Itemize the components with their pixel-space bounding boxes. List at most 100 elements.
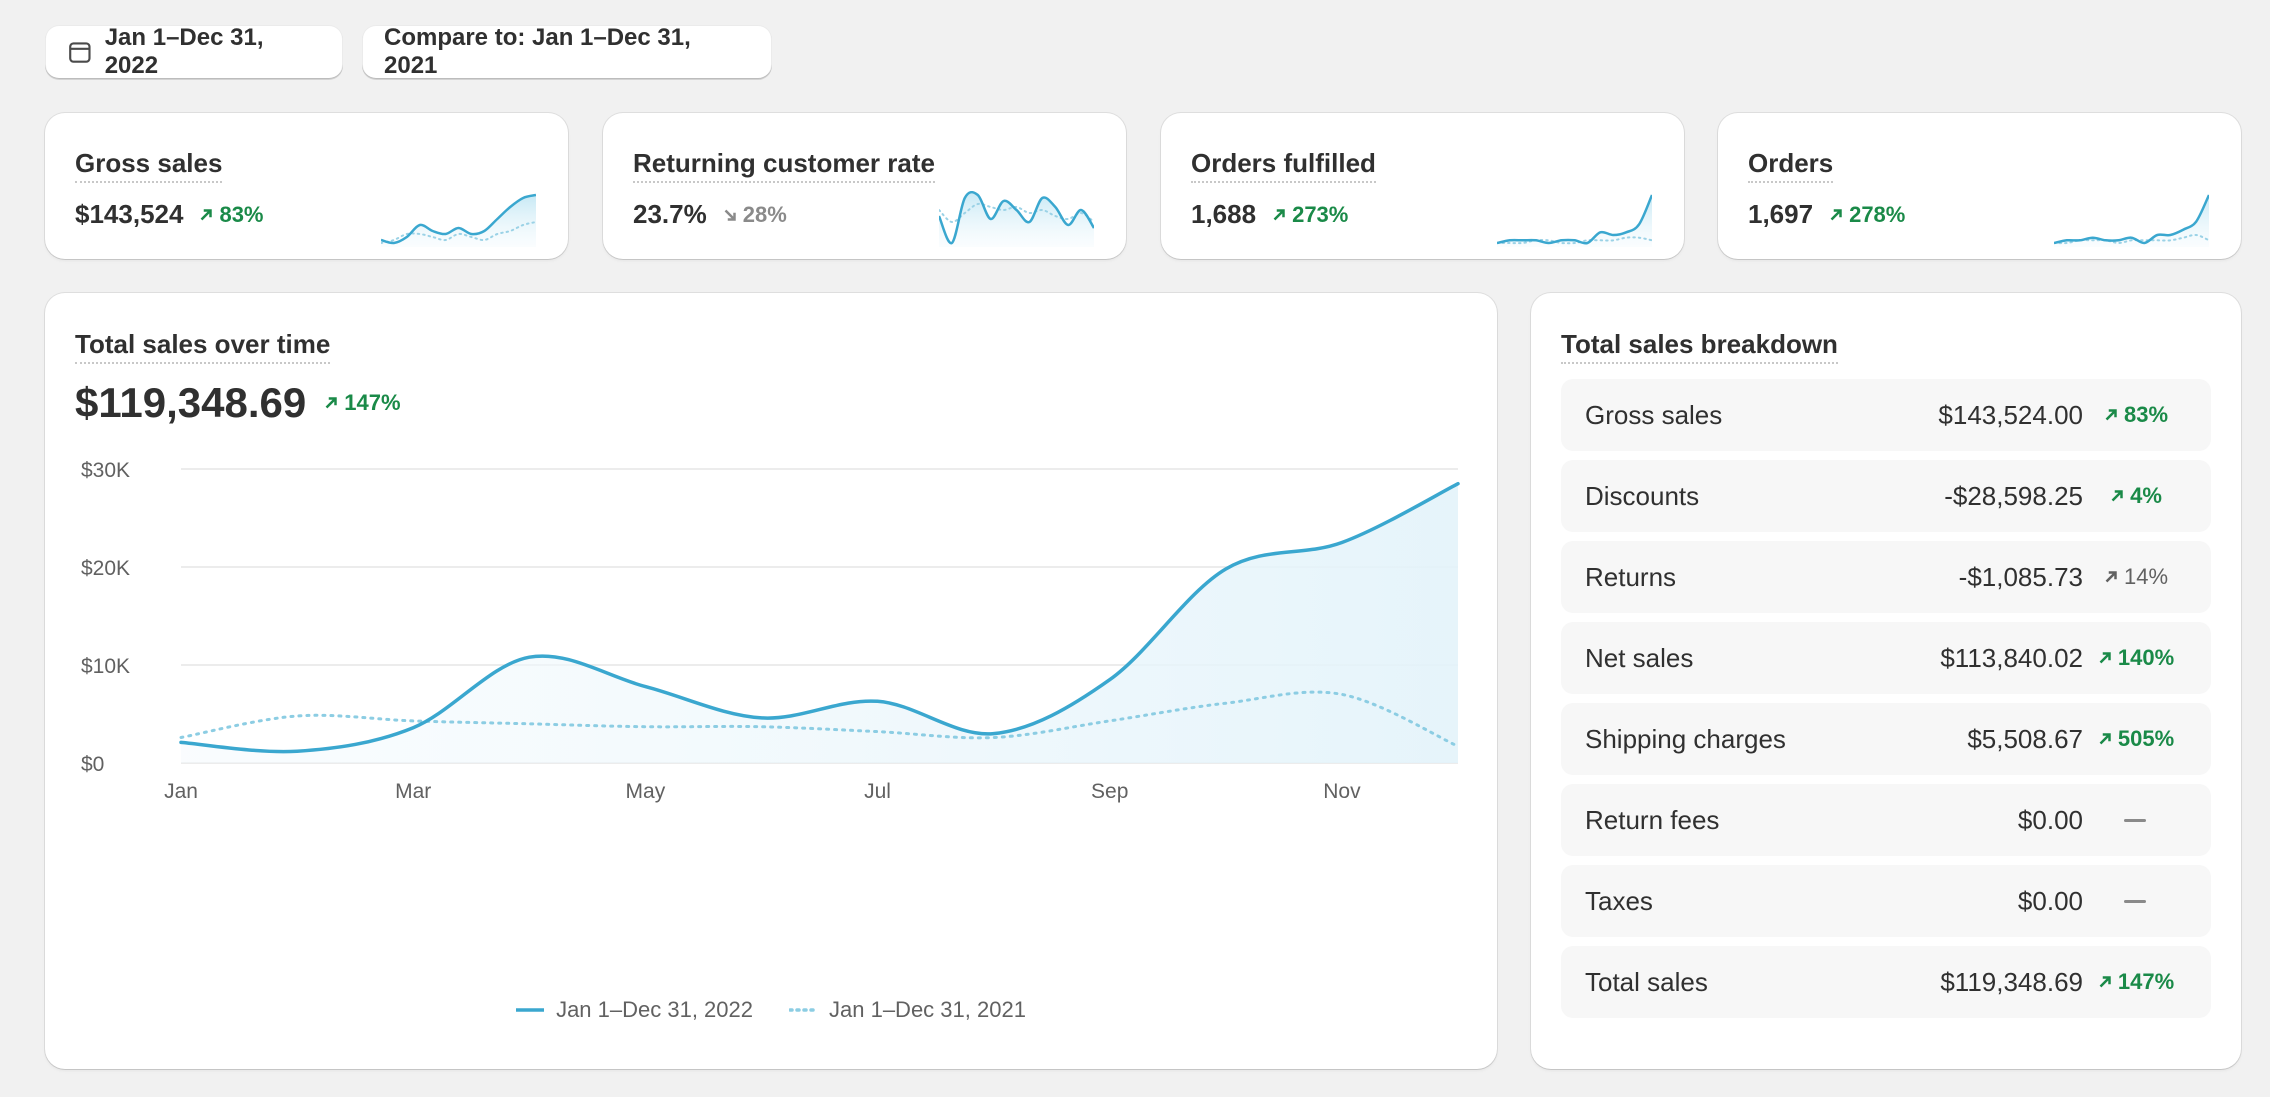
y-tick-label: $0 [81, 753, 104, 776]
y-tick-label: $20K [81, 557, 130, 580]
y-tick-label: $10K [81, 655, 130, 678]
total-sales-over-time-card: Total sales over time $119,348.69 147% $… [45, 293, 1497, 1069]
arrow-up-right-icon [1273, 208, 1285, 220]
sparkline-chart [381, 193, 536, 247]
series-line-previous [179, 690, 1460, 748]
sparkline-chart [2054, 194, 2209, 247]
x-tick-label: Mar [395, 780, 431, 803]
sparkline-area [2054, 195, 2209, 247]
row-delta: 83% [2083, 402, 2187, 428]
compare-range-label: Compare to: Jan 1–Dec 31, 2021 [384, 24, 691, 79]
sparkline-previous [381, 221, 536, 244]
kpi-delta: 273% [1270, 202, 1348, 228]
delta-badge: 140% [2096, 645, 2174, 671]
section-title[interactable]: Total sales breakdown [1561, 329, 1838, 364]
row-value: -$28,598.25 [1944, 480, 2083, 511]
sparkline-chart [939, 191, 1094, 247]
row-value: $113,840.02 [1940, 642, 2083, 673]
delta-badge: 505% [2096, 726, 2174, 752]
sparkline-previous [2054, 233, 2209, 245]
kpi-value: 23.7% [633, 199, 707, 229]
sparkline-area [939, 192, 1094, 247]
breakdown-row: Returns -$1,085.73 14% [1561, 541, 2211, 613]
arrow-up-right-icon [2099, 976, 2111, 988]
chart-legend: Jan 1–Dec 31, 2022 Jan 1–Dec 31, 2021 [45, 997, 1497, 1023]
kpi-title: Orders [1748, 148, 1834, 183]
series-line-current [179, 481, 1460, 754]
delta-badge: 4% [2108, 483, 2162, 509]
row-value: $0.00 [2017, 885, 2083, 916]
breakdown-row: Return fees $0.00 [1561, 784, 2211, 856]
section-title[interactable]: Total sales over time [75, 329, 331, 364]
row-value: $5,508.67 [1967, 723, 2083, 754]
kpi-card-orders-fulfilled[interactable]: Orders fulfilled 1,688 273% [1161, 113, 1684, 259]
sparkline-current [381, 193, 536, 245]
sparkline-area [1497, 195, 1652, 247]
date-range-label: Jan 1–Dec 31, 2022 [104, 24, 264, 79]
row-delta: 505% [2083, 726, 2187, 752]
row-delta [2083, 818, 2187, 822]
sparkline-previous [939, 202, 1094, 223]
kpi-value: 1,697 [1748, 199, 1814, 229]
arrow-up-right-icon [325, 397, 337, 409]
row-value: $119,348.69 [1940, 966, 2083, 997]
row-label: Shipping charges [1585, 723, 1786, 754]
row-delta [2083, 899, 2187, 903]
sparkline-current [2054, 194, 2209, 245]
row-label: Discounts [1585, 480, 1700, 511]
legend-label: Jan 1–Dec 31, 2022 [556, 997, 753, 1022]
delta-badge: 83% [2102, 402, 2168, 428]
arrow-up-right-icon [2105, 409, 2117, 421]
date-range-button[interactable]: Jan 1–Dec 31, 2022 [45, 24, 343, 79]
breakdown-row: Total sales $119,348.69 147% [1561, 946, 2211, 1018]
x-tick-label: Nov [1323, 780, 1361, 803]
row-label: Return fees [1585, 804, 1720, 835]
arrow-up-right-icon [201, 208, 213, 220]
kpi-card-orders[interactable]: Orders 1,697 278% [1718, 113, 2241, 259]
total-sales-delta: 147% [322, 390, 401, 416]
x-tick-label: Jul [864, 780, 891, 803]
legend-label: Jan 1–Dec 31, 2021 [829, 997, 1026, 1022]
sales-line-chart[interactable]: $0 $10K $20K $30K Jan Mar May Jul Sep Nov [45, 443, 1497, 923]
total-sales-value: $119,348.69 [75, 379, 307, 426]
sparkline-chart [1497, 194, 1652, 247]
kpi-delta: 278% [1827, 202, 1905, 228]
dash-icon [2124, 818, 2146, 822]
calendar-icon [69, 42, 91, 63]
row-delta: 140% [2083, 645, 2187, 671]
arrow-up-right-icon [2099, 652, 2111, 664]
kpi-title: Gross sales [75, 148, 223, 183]
total-sales-breakdown-card: Total sales breakdown Gross sales $143,52… [1531, 293, 2241, 1069]
row-delta: 14% [2083, 564, 2187, 590]
arrow-up-right-icon [2105, 571, 2117, 583]
breakdown-list: Gross sales $143,524.00 83% Discounts -$28,… [1561, 379, 2211, 1027]
breakdown-row: Net sales $113,840.02 140% [1561, 622, 2211, 694]
x-tick-label: Sep [1091, 780, 1128, 803]
y-tick-label: $30K [81, 459, 130, 482]
row-value: $0.00 [2017, 804, 2083, 835]
row-value: $143,524.00 [1938, 399, 2083, 430]
breakdown-row: Taxes $0.00 [1561, 865, 2211, 937]
solid-line-swatch [516, 1008, 545, 1012]
kpi-delta: 28% [721, 202, 787, 228]
series-area-current [181, 483, 1458, 763]
kpi-value: 1,688 [1191, 199, 1257, 229]
breakdown-row: Gross sales $143,524.00 83% [1561, 379, 2211, 451]
kpi-card-gross-sales[interactable]: Gross sales $143,524 83% [45, 113, 568, 259]
x-tick-label: May [626, 780, 666, 803]
row-label: Taxes [1585, 885, 1653, 916]
legend-item-current[interactable]: Jan 1–Dec 31, 2022 [516, 997, 753, 1023]
row-label: Total sales [1585, 966, 1708, 997]
arrow-down-right-icon [724, 209, 736, 221]
compare-range-button[interactable]: Compare to: Jan 1–Dec 31, 2021 [362, 24, 772, 79]
dotted-line-swatch [789, 1008, 817, 1012]
sparkline-previous [1497, 236, 1652, 245]
legend-item-previous[interactable]: Jan 1–Dec 31, 2021 [789, 997, 1026, 1023]
delta-badge: 147% [2096, 969, 2174, 995]
kpi-card-returning-customer-rate[interactable]: Returning customer rate 23.7% 28% [603, 113, 1126, 259]
arrow-up-right-icon [2111, 490, 2123, 502]
row-delta: 147% [2083, 969, 2187, 995]
kpi-title: Orders fulfilled [1191, 148, 1376, 183]
row-delta: 4% [2083, 483, 2187, 509]
breakdown-row: Shipping charges $5,508.67 505% [1561, 703, 2211, 775]
